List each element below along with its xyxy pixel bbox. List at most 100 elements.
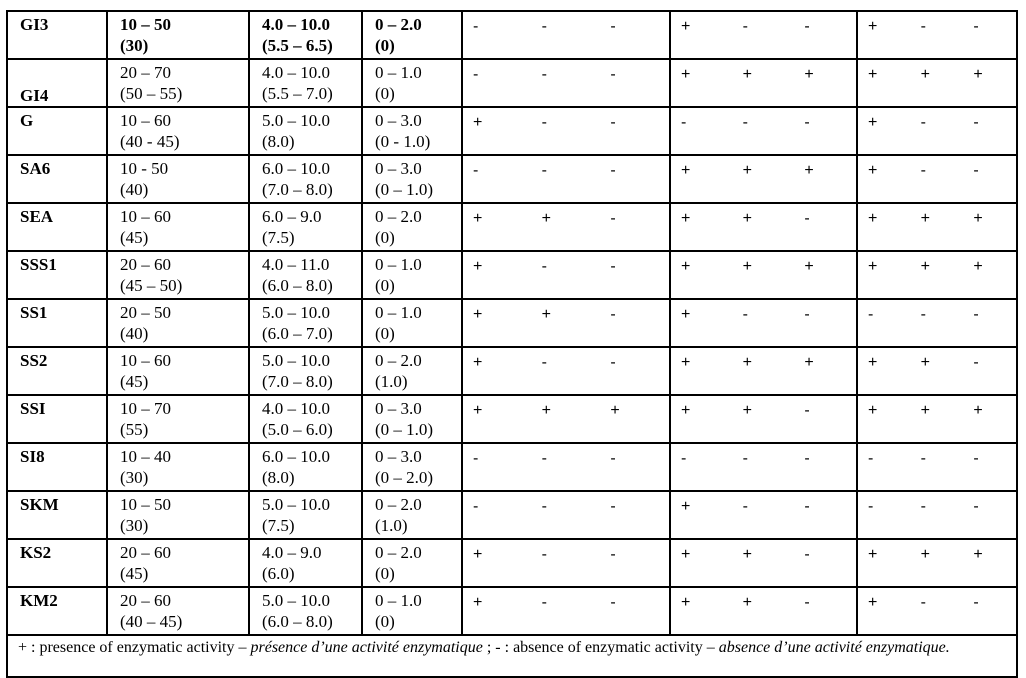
- activity-symbol: +: [868, 162, 878, 179]
- ph-range: 5.0 – 10.0: [262, 495, 330, 514]
- temperature-optimum: (45): [120, 564, 149, 583]
- activity-symbol: +: [920, 354, 931, 371]
- activity-symbol: +: [868, 546, 878, 563]
- temperature-cell: 20 – 50 (40): [106, 298, 250, 348]
- nacl-cell: 0 – 2.0 (0): [361, 538, 463, 588]
- activity-group-cell: + + +: [669, 346, 858, 396]
- strain-name: SI8: [6, 442, 108, 492]
- activity-group-cell: + + -: [461, 202, 671, 252]
- temperature-optimum: (40 – 45): [120, 612, 183, 631]
- nacl-optimum: (0 – 1.0): [375, 180, 434, 199]
- temperature-cell: 10 – 60 (45): [106, 202, 250, 252]
- strain-name: SKM: [6, 490, 108, 540]
- temperature-optimum: (30): [120, 468, 149, 487]
- strain-name: GI3: [6, 10, 108, 60]
- activity-group-cell: + + -: [669, 202, 858, 252]
- activity-symbol: -: [920, 306, 926, 323]
- activity-symbol: +: [920, 210, 931, 227]
- nacl-optimum: (0 – 1.0): [375, 420, 434, 439]
- ph-optimum: (5.0 – 6.0): [262, 420, 333, 439]
- activity-group-cell: + - -: [461, 538, 671, 588]
- ph-range: 5.0 – 10.0: [262, 591, 330, 610]
- activity-symbol: +: [681, 210, 691, 227]
- activity-symbol: +: [868, 66, 878, 83]
- activity-symbol: -: [541, 450, 547, 467]
- activity-symbol: -: [610, 306, 616, 323]
- table-row: GI4 20 – 70 (50 – 55) 4.0 – 10.0 (5.5 – 7.0)…: [6, 58, 1018, 108]
- activity-group-cell: ---: [461, 154, 671, 204]
- strain-name: SS1: [6, 298, 108, 348]
- activity-symbol: -: [473, 498, 479, 515]
- temperature-cell: 20 – 60 (45): [106, 538, 250, 588]
- nacl-optimum: (0): [375, 36, 395, 55]
- activity-symbol: +: [868, 210, 878, 227]
- activity-symbol: +: [681, 354, 691, 371]
- nacl-cell: 0 – 3.0 (0 – 1.0): [361, 394, 463, 444]
- nacl-range: 0 – 1.0: [375, 591, 422, 610]
- activity-symbol: +: [473, 546, 483, 563]
- activity-group-cell: + - -: [856, 106, 1018, 156]
- activity-group-cell: + + +: [669, 154, 858, 204]
- activity-symbol: +: [681, 162, 691, 179]
- temperature-range: 10 - 50: [120, 159, 169, 178]
- activity-group-cell: ---: [669, 442, 858, 492]
- nacl-cell: 0 – 2.0 (0): [361, 10, 463, 60]
- nacl-range: 0 – 3.0: [375, 111, 422, 130]
- activity-symbol: -: [804, 402, 810, 419]
- temperature-cell: 10 – 60 (45): [106, 346, 250, 396]
- ph-optimum: (6.0 – 7.0): [262, 324, 333, 343]
- activity-symbol: -: [541, 66, 547, 83]
- nacl-range: 0 – 3.0: [375, 447, 422, 466]
- activity-symbol: +: [473, 114, 483, 131]
- ph-optimum: (7.0 – 8.0): [262, 372, 333, 391]
- activity-symbol: -: [804, 114, 810, 131]
- nacl-cell: 0 – 2.0 (1.0): [361, 346, 463, 396]
- activity-group-cell: ---: [856, 298, 1018, 348]
- ph-optimum: (5.5 – 6.5): [262, 36, 333, 55]
- activity-symbol: +: [681, 306, 691, 323]
- ph-range: 6.0 – 9.0: [262, 207, 322, 226]
- ph-optimum: (6.0 – 8.0): [262, 276, 333, 295]
- activity-group-cell: + + +: [461, 394, 671, 444]
- activity-symbol: -: [868, 450, 874, 467]
- activity-symbol: -: [973, 306, 979, 323]
- activity-symbol: -: [681, 114, 687, 131]
- ph-cell: 5.0 – 10.0 (7.0 – 8.0): [248, 346, 363, 396]
- ph-range: 6.0 – 10.0: [262, 447, 330, 466]
- ph-cell: 4.0 – 11.0 (6.0 – 8.0): [248, 250, 363, 300]
- temperature-optimum: (30): [120, 36, 149, 55]
- activity-symbol: +: [742, 162, 753, 179]
- footnote: + : presence of enzymatic activity – pré…: [6, 634, 1018, 678]
- temperature-range: 10 – 60: [120, 351, 171, 370]
- activity-symbol: +: [541, 210, 552, 227]
- temperature-cell: 10 – 60 (40 - 45): [106, 106, 250, 156]
- table-row: KS2 20 – 60 (45) 4.0 – 9.0 (6.0) 0 – 2.0 (0) + -…: [6, 538, 1018, 588]
- table-row: SI8 10 – 40 (30) 6.0 – 10.0 (8.0) 0 – 3.0 (0 –…: [6, 442, 1018, 492]
- temperature-optimum: (50 – 55): [120, 84, 183, 103]
- nacl-cell: 0 – 3.0 (0 - 1.0): [361, 106, 463, 156]
- activity-symbol: +: [742, 258, 753, 275]
- activity-symbol: +: [541, 402, 552, 419]
- nacl-optimum: (0): [375, 276, 395, 295]
- activity-symbol: +: [681, 402, 691, 419]
- temperature-cell: 10 – 70 (55): [106, 394, 250, 444]
- activity-symbol: +: [473, 258, 483, 275]
- activity-symbol: -: [973, 18, 979, 35]
- activity-symbol: -: [610, 66, 616, 83]
- activity-symbol: +: [920, 546, 931, 563]
- activity-symbol: -: [681, 450, 687, 467]
- activity-symbol: +: [473, 306, 483, 323]
- activity-symbol: -: [473, 18, 479, 35]
- ph-optimum: (7.0 – 8.0): [262, 180, 333, 199]
- activity-symbol: +: [804, 162, 814, 179]
- activity-symbol: -: [920, 114, 926, 131]
- activity-symbol: -: [804, 450, 810, 467]
- activity-symbol: +: [681, 258, 691, 275]
- nacl-range: 0 – 3.0: [375, 399, 422, 418]
- activity-symbol: -: [920, 450, 926, 467]
- activity-symbol: +: [473, 354, 483, 371]
- activity-symbol: -: [742, 306, 748, 323]
- activity-symbol: +: [973, 402, 983, 419]
- strain-name: GI4: [6, 58, 108, 108]
- activity-symbol: -: [610, 546, 616, 563]
